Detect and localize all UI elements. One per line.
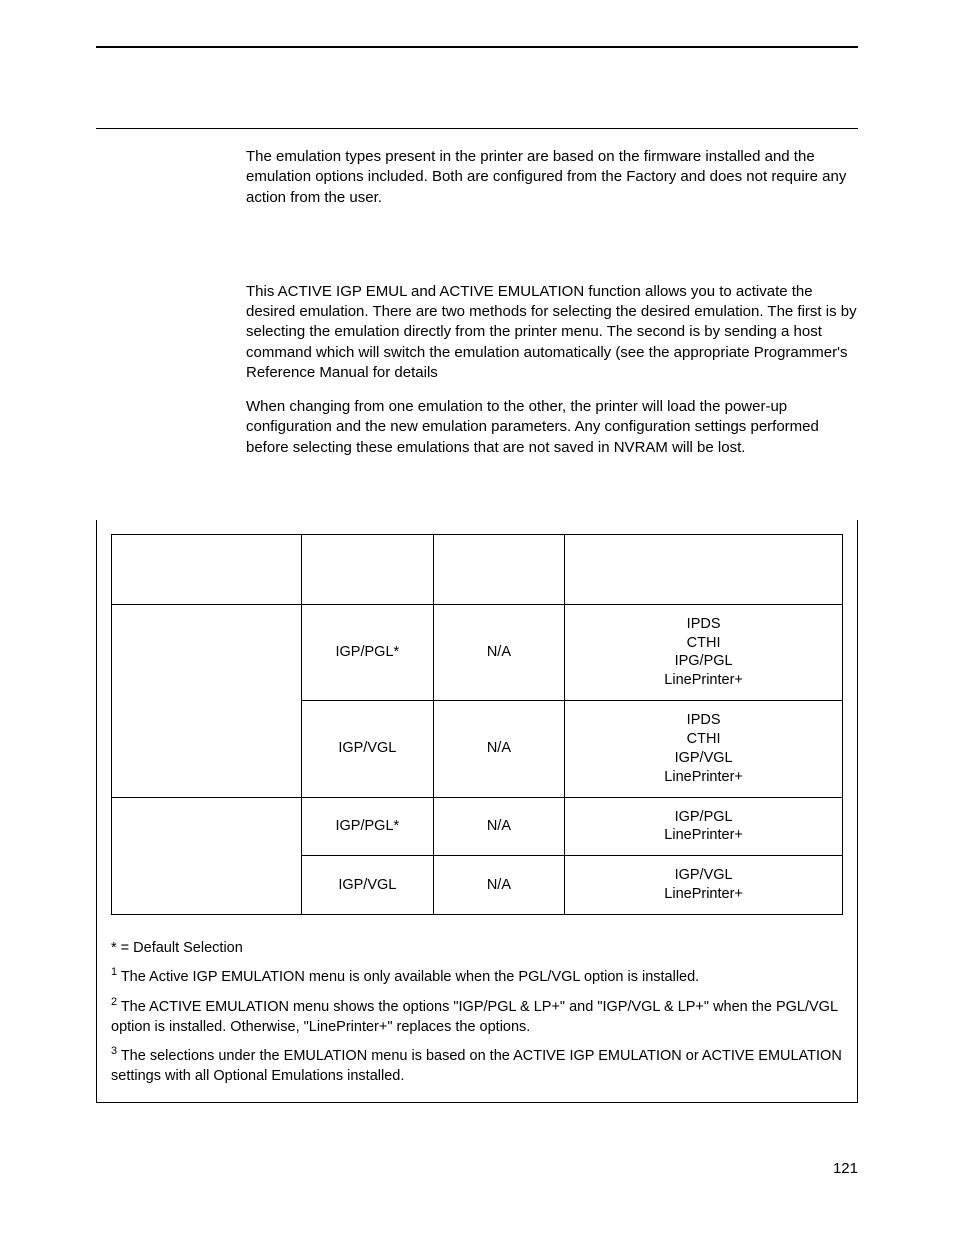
spacer — [96, 222, 858, 282]
igp-cell: IGP/PGL* — [302, 797, 434, 856]
emu-line: LinePrinter+ — [573, 671, 834, 690]
table-header-row — [112, 534, 843, 604]
top-rule — [96, 46, 858, 48]
page-number: 121 — [833, 1159, 858, 1179]
emu-cell: IPDS CTHI IGP/VGL LinePrinter+ — [565, 701, 843, 797]
emu-line: LinePrinter+ — [573, 885, 834, 904]
note-text: The selections under the EMULATION menu … — [111, 1048, 842, 1084]
table-row: IGP/PGL* N/A IPDS CTHI IPG/PGL LinePrint… — [112, 604, 843, 700]
active-cell: N/A — [433, 701, 565, 797]
emu-line: IGP/VGL — [573, 749, 834, 768]
igp-cell: IGP/VGL — [302, 856, 434, 915]
emu-cell: IGP/VGL LinePrinter+ — [565, 856, 843, 915]
table-header — [302, 534, 434, 604]
page: The emulation types present in the print… — [0, 0, 954, 1235]
emu-line: IGP/PGL — [573, 808, 834, 827]
section-rule — [96, 128, 858, 129]
emu-line: IPDS — [573, 615, 834, 634]
emu-line: IGP/VGL — [573, 866, 834, 885]
igp-cell: IGP/PGL* — [302, 604, 434, 700]
note-text: The ACTIVE EMULATION menu shows the opti… — [111, 999, 837, 1035]
note-default: * = Default Selection — [111, 939, 843, 959]
spacer — [96, 472, 858, 520]
active-cell: N/A — [433, 797, 565, 856]
table-notes: * = Default Selection 1 The Active IGP E… — [111, 939, 843, 1086]
emu-cell: IPDS CTHI IPG/PGL LinePrinter+ — [565, 604, 843, 700]
table-header — [112, 534, 302, 604]
note-3: 3 The selections under the EMULATION men… — [111, 1047, 843, 1086]
intro-paragraph: The emulation types present in the print… — [246, 147, 858, 208]
active-cell: N/A — [433, 856, 565, 915]
emu-line: IPDS — [573, 711, 834, 730]
emu-line: CTHI — [573, 730, 834, 749]
table-row: IGP/PGL* N/A IGP/PGL LinePrinter+ — [112, 797, 843, 856]
table-header — [565, 534, 843, 604]
emu-cell: IGP/PGL LinePrinter+ — [565, 797, 843, 856]
emulation-table: IGP/PGL* N/A IPDS CTHI IPG/PGL LinePrint… — [111, 534, 843, 915]
option-cell — [112, 604, 302, 797]
active-paragraph-2: When changing from one emulation to the … — [246, 397, 858, 458]
note-sup: 3 — [111, 1045, 117, 1057]
igp-cell: IGP/VGL — [302, 701, 434, 797]
active-paragraph-1: This ACTIVE IGP EMUL and ACTIVE EMULATIO… — [246, 282, 858, 383]
table-wrap: IGP/PGL* N/A IPDS CTHI IPG/PGL LinePrint… — [96, 520, 858, 1104]
emu-line: IPG/PGL — [573, 652, 834, 671]
note-2: 2 The ACTIVE EMULATION menu shows the op… — [111, 998, 843, 1037]
table-header — [433, 534, 565, 604]
note-text: The Active IGP EMULATION menu is only av… — [117, 969, 699, 985]
note-1: 1 The Active IGP EMULATION menu is only … — [111, 968, 843, 988]
active-cell: N/A — [433, 604, 565, 700]
intro-section: The emulation types present in the print… — [246, 147, 858, 208]
option-cell — [112, 797, 302, 914]
emu-line: CTHI — [573, 634, 834, 653]
emu-line: LinePrinter+ — [573, 768, 834, 787]
active-section: This ACTIVE IGP EMUL and ACTIVE EMULATIO… — [246, 282, 858, 458]
emu-line: LinePrinter+ — [573, 826, 834, 845]
